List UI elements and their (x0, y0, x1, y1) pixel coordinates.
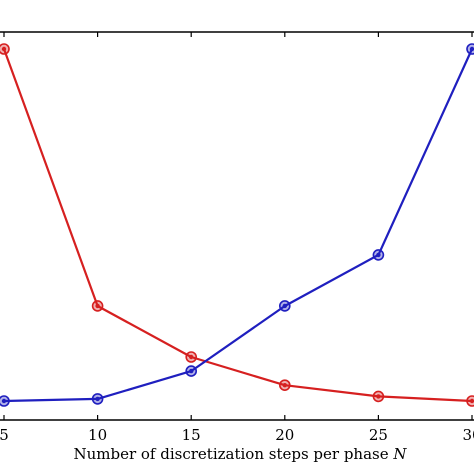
x-tick-label: 15 (182, 426, 201, 444)
series-1-point (0, 43, 10, 55)
series-2-line (3, 48, 474, 403)
x-tick-label: 10 (88, 426, 107, 444)
series-2-point (185, 365, 197, 377)
series-layer (0, 43, 474, 407)
series-1 (0, 43, 474, 407)
x-axis-label-text: Number of discretization steps per phase (73, 445, 388, 463)
series-2-point (466, 43, 474, 55)
series-2 (0, 43, 474, 407)
x-tick-label: 5 (0, 426, 9, 444)
series-1-point (185, 351, 197, 363)
x-tick-label: 25 (369, 426, 388, 444)
series-2-point (372, 249, 385, 261)
plot-frame (0, 31, 474, 421)
x-axis-label-variable: N (392, 445, 407, 463)
series-1-line (2, 48, 473, 403)
series-1-point (466, 395, 474, 407)
x-tick-label: 30 (462, 426, 474, 444)
series-1-point (91, 300, 104, 312)
series-2-point (0, 395, 10, 407)
series-2-point (91, 393, 104, 405)
series-1-point (372, 390, 385, 403)
x-axis-label: Number of discretization steps per phase… (73, 445, 407, 463)
x-axis-ticks: 5 10 15 20 25 30 (0, 32, 474, 444)
series-1-point (278, 379, 291, 391)
x-tick-label: 20 (275, 426, 294, 444)
series-2-point (278, 300, 291, 312)
